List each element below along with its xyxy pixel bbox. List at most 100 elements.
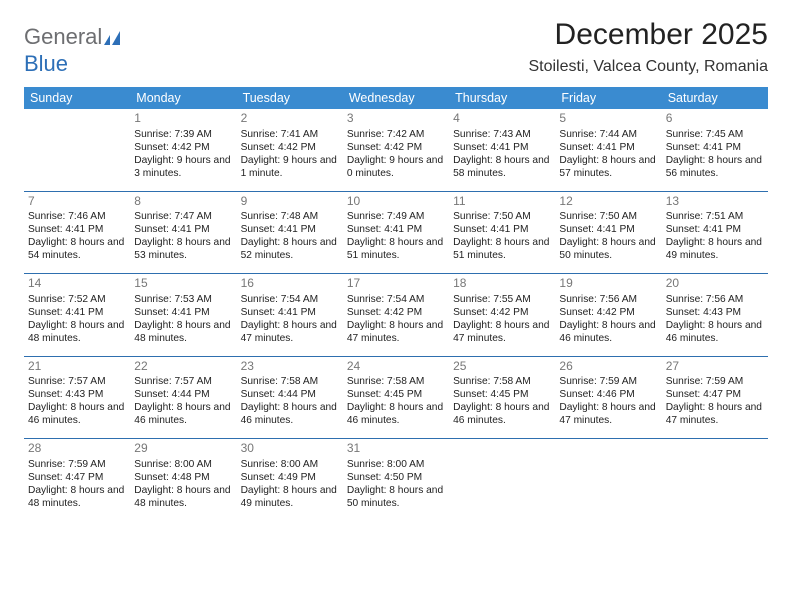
weekday-saturday: Saturday	[662, 87, 768, 109]
daylight-text: Daylight: 9 hours and 0 minutes.	[347, 154, 445, 180]
sunset-text: Sunset: 4:41 PM	[453, 141, 551, 154]
sunset-text: Sunset: 4:46 PM	[559, 388, 657, 401]
daylight-text: Daylight: 8 hours and 46 minutes.	[241, 401, 339, 427]
day-number: 30	[241, 441, 339, 456]
day-number: 26	[559, 359, 657, 374]
sunset-text: Sunset: 4:42 PM	[241, 141, 339, 154]
day-number: 3	[347, 111, 445, 126]
week-row: 21Sunrise: 7:57 AMSunset: 4:43 PMDayligh…	[24, 357, 768, 439]
sunset-text: Sunset: 4:47 PM	[28, 471, 126, 484]
weekday-tuesday: Tuesday	[237, 87, 343, 109]
sunrise-text: Sunrise: 8:00 AM	[347, 458, 445, 471]
daylight-text: Daylight: 8 hours and 48 minutes.	[134, 319, 232, 345]
sunset-text: Sunset: 4:41 PM	[134, 223, 232, 236]
daylight-text: Daylight: 8 hours and 47 minutes.	[559, 401, 657, 427]
sunrise-text: Sunrise: 7:46 AM	[28, 210, 126, 223]
daylight-text: Daylight: 8 hours and 58 minutes.	[453, 154, 551, 180]
daylight-text: Daylight: 9 hours and 1 minute.	[241, 154, 339, 180]
day-cell	[24, 109, 130, 191]
day-cell: 6Sunrise: 7:45 AMSunset: 4:41 PMDaylight…	[662, 109, 768, 191]
day-cell: 30Sunrise: 8:00 AMSunset: 4:49 PMDayligh…	[237, 439, 343, 521]
day-cell	[555, 439, 661, 521]
daylight-text: Daylight: 8 hours and 46 minutes.	[453, 401, 551, 427]
day-cell: 12Sunrise: 7:50 AMSunset: 4:41 PMDayligh…	[555, 192, 661, 274]
daylight-text: Daylight: 8 hours and 48 minutes.	[28, 484, 126, 510]
day-cell: 25Sunrise: 7:58 AMSunset: 4:45 PMDayligh…	[449, 357, 555, 439]
sunrise-text: Sunrise: 8:00 AM	[241, 458, 339, 471]
daylight-text: Daylight: 8 hours and 49 minutes.	[666, 236, 764, 262]
day-number: 20	[666, 276, 764, 291]
sunrise-text: Sunrise: 7:47 AM	[134, 210, 232, 223]
sunset-text: Sunset: 4:41 PM	[453, 223, 551, 236]
calendar-table: Sunday Monday Tuesday Wednesday Thursday…	[24, 87, 768, 521]
sunrise-text: Sunrise: 7:58 AM	[453, 375, 551, 388]
day-number: 22	[134, 359, 232, 374]
sunrise-text: Sunrise: 7:53 AM	[134, 293, 232, 306]
day-number: 27	[666, 359, 764, 374]
day-number: 1	[134, 111, 232, 126]
sunrise-text: Sunrise: 8:00 AM	[134, 458, 232, 471]
day-cell: 21Sunrise: 7:57 AMSunset: 4:43 PMDayligh…	[24, 357, 130, 439]
week-row: 14Sunrise: 7:52 AMSunset: 4:41 PMDayligh…	[24, 274, 768, 356]
logo-text-blue: Blue	[24, 51, 68, 76]
day-cell: 5Sunrise: 7:44 AMSunset: 4:41 PMDaylight…	[555, 109, 661, 191]
day-number: 18	[453, 276, 551, 291]
day-cell: 9Sunrise: 7:48 AMSunset: 4:41 PMDaylight…	[237, 192, 343, 274]
day-cell: 19Sunrise: 7:56 AMSunset: 4:42 PMDayligh…	[555, 274, 661, 356]
sunrise-text: Sunrise: 7:48 AM	[241, 210, 339, 223]
sunrise-text: Sunrise: 7:41 AM	[241, 128, 339, 141]
sunrise-text: Sunrise: 7:54 AM	[241, 293, 339, 306]
day-number: 28	[28, 441, 126, 456]
sunrise-text: Sunrise: 7:57 AM	[28, 375, 126, 388]
daylight-text: Daylight: 8 hours and 50 minutes.	[347, 484, 445, 510]
day-number: 5	[559, 111, 657, 126]
sunset-text: Sunset: 4:41 PM	[241, 306, 339, 319]
day-number: 23	[241, 359, 339, 374]
day-cell: 7Sunrise: 7:46 AMSunset: 4:41 PMDaylight…	[24, 192, 130, 274]
day-number: 21	[28, 359, 126, 374]
day-number: 29	[134, 441, 232, 456]
sunrise-text: Sunrise: 7:43 AM	[453, 128, 551, 141]
day-number: 17	[347, 276, 445, 291]
sunset-text: Sunset: 4:41 PM	[241, 223, 339, 236]
week-row: 7Sunrise: 7:46 AMSunset: 4:41 PMDaylight…	[24, 192, 768, 274]
title-block: December 2025 Stoilesti, Valcea County, …	[528, 18, 768, 76]
sunrise-text: Sunrise: 7:59 AM	[666, 375, 764, 388]
sunset-text: Sunset: 4:41 PM	[347, 223, 445, 236]
daylight-text: Daylight: 8 hours and 46 minutes.	[28, 401, 126, 427]
sunrise-text: Sunrise: 7:39 AM	[134, 128, 232, 141]
sunset-text: Sunset: 4:42 PM	[453, 306, 551, 319]
day-cell: 13Sunrise: 7:51 AMSunset: 4:41 PMDayligh…	[662, 192, 768, 274]
weekday-header-row: Sunday Monday Tuesday Wednesday Thursday…	[24, 87, 768, 109]
week-row: 1Sunrise: 7:39 AMSunset: 4:42 PMDaylight…	[24, 109, 768, 191]
daylight-text: Daylight: 8 hours and 51 minutes.	[347, 236, 445, 262]
sunrise-text: Sunrise: 7:57 AM	[134, 375, 232, 388]
day-cell: 11Sunrise: 7:50 AMSunset: 4:41 PMDayligh…	[449, 192, 555, 274]
daylight-text: Daylight: 8 hours and 56 minutes.	[666, 154, 764, 180]
day-number: 24	[347, 359, 445, 374]
sunset-text: Sunset: 4:47 PM	[666, 388, 764, 401]
day-number: 25	[453, 359, 551, 374]
day-cell: 4Sunrise: 7:43 AMSunset: 4:41 PMDaylight…	[449, 109, 555, 191]
daylight-text: Daylight: 8 hours and 47 minutes.	[347, 319, 445, 345]
day-cell	[662, 439, 768, 521]
daylight-text: Daylight: 8 hours and 54 minutes.	[28, 236, 126, 262]
sunset-text: Sunset: 4:41 PM	[28, 306, 126, 319]
daylight-text: Daylight: 9 hours and 3 minutes.	[134, 154, 232, 180]
day-cell: 14Sunrise: 7:52 AMSunset: 4:41 PMDayligh…	[24, 274, 130, 356]
sunset-text: Sunset: 4:42 PM	[347, 141, 445, 154]
sunset-text: Sunset: 4:49 PM	[241, 471, 339, 484]
sunset-text: Sunset: 4:41 PM	[28, 223, 126, 236]
daylight-text: Daylight: 8 hours and 50 minutes.	[559, 236, 657, 262]
daylight-text: Daylight: 8 hours and 48 minutes.	[28, 319, 126, 345]
day-number: 12	[559, 194, 657, 209]
day-number: 8	[134, 194, 232, 209]
sunset-text: Sunset: 4:48 PM	[134, 471, 232, 484]
sunrise-text: Sunrise: 7:56 AM	[666, 293, 764, 306]
weekday-sunday: Sunday	[24, 87, 130, 109]
daylight-text: Daylight: 8 hours and 48 minutes.	[134, 484, 232, 510]
day-number: 9	[241, 194, 339, 209]
sunrise-text: Sunrise: 7:59 AM	[28, 458, 126, 471]
daylight-text: Daylight: 8 hours and 53 minutes.	[134, 236, 232, 262]
sunset-text: Sunset: 4:41 PM	[559, 223, 657, 236]
